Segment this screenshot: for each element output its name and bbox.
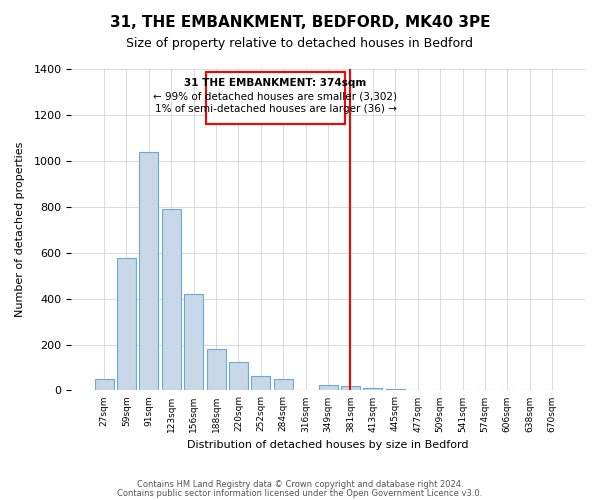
Text: Contains HM Land Registry data © Crown copyright and database right 2024.: Contains HM Land Registry data © Crown c… bbox=[137, 480, 463, 489]
Text: Size of property relative to detached houses in Bedford: Size of property relative to detached ho… bbox=[127, 38, 473, 51]
Bar bbox=[162, 209, 181, 390]
FancyBboxPatch shape bbox=[206, 72, 345, 124]
Bar bbox=[319, 384, 338, 390]
Bar bbox=[95, 379, 113, 390]
Text: Contains public sector information licensed under the Open Government Licence v3: Contains public sector information licen… bbox=[118, 488, 482, 498]
X-axis label: Distribution of detached houses by size in Bedford: Distribution of detached houses by size … bbox=[187, 440, 469, 450]
Bar bbox=[139, 152, 158, 390]
Text: 31, THE EMBANKMENT, BEDFORD, MK40 3PE: 31, THE EMBANKMENT, BEDFORD, MK40 3PE bbox=[110, 15, 490, 30]
Bar bbox=[206, 349, 226, 391]
Text: ← 99% of detached houses are smaller (3,302): ← 99% of detached houses are smaller (3,… bbox=[154, 91, 397, 101]
Bar bbox=[117, 258, 136, 390]
Text: 1% of semi-detached houses are larger (36) →: 1% of semi-detached houses are larger (3… bbox=[155, 104, 397, 114]
Bar bbox=[274, 379, 293, 390]
Bar bbox=[364, 388, 382, 390]
Text: 31 THE EMBANKMENT: 374sqm: 31 THE EMBANKMENT: 374sqm bbox=[184, 78, 367, 88]
Bar bbox=[229, 362, 248, 390]
Bar bbox=[184, 294, 203, 390]
Y-axis label: Number of detached properties: Number of detached properties bbox=[15, 142, 25, 318]
Bar bbox=[341, 386, 360, 390]
Bar bbox=[251, 376, 271, 390]
